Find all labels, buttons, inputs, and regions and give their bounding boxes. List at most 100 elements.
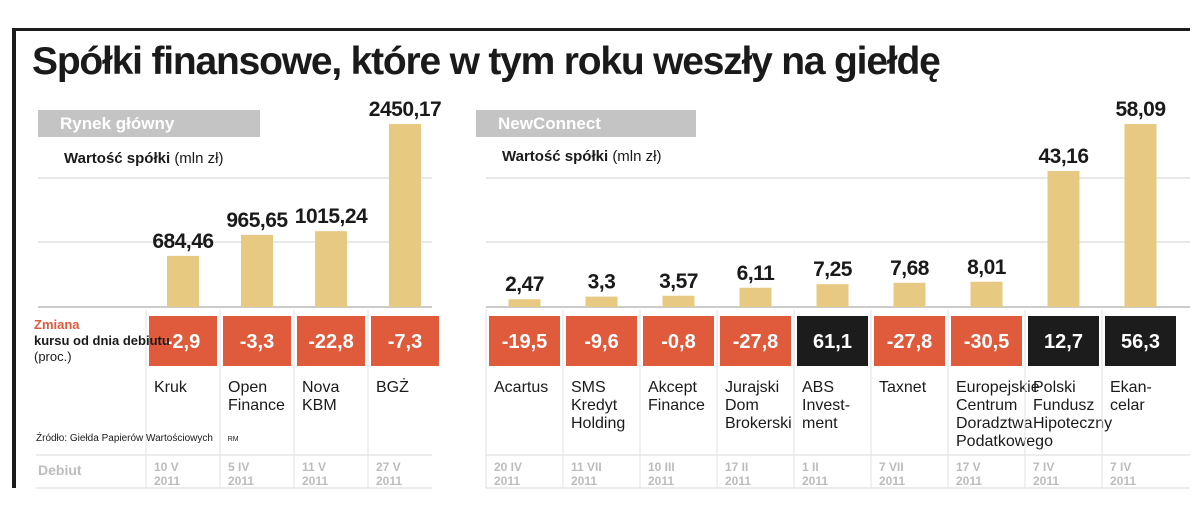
change-label-newconnect-8: 56,3 [1121, 331, 1160, 353]
value-axis-label-main: Wartość spółki (mln zł) [64, 150, 223, 167]
change-box-newconnect-6 [951, 316, 1022, 366]
change-box-newconnect-8 [1105, 316, 1176, 366]
frame-left-rule [12, 28, 16, 488]
value-axis-label-newconnect: Wartość spółki (mln zł) [502, 148, 661, 165]
category-label-newconnect-1-1: Kredyt [571, 397, 618, 414]
category-label-main-2-1: KBM [302, 397, 337, 414]
bar-newconnect-8 [1124, 124, 1157, 307]
change-label-newconnect-2: -0,8 [661, 331, 695, 353]
category-label-newconnect-7-2: Hipoteczny [1033, 415, 1112, 432]
category-label-main-3-0: BGŻ [376, 377, 409, 396]
category-label-main-2-0: Nova [302, 379, 339, 396]
debut-date-newconnect-5: 7 VII [879, 460, 904, 474]
value-label-newconnect-8: 58,09 [1115, 98, 1165, 121]
change-label-newconnect-4: 61,1 [813, 331, 852, 353]
debut-year-newconnect-8: 2011 [1110, 474, 1136, 488]
bar-newconnect-1 [585, 296, 618, 307]
panel-tag-main-market: Rynek główny [38, 110, 260, 137]
debut-date-newconnect-3: 17 II [725, 460, 748, 474]
value-label-newconnect-3: 6,11 [737, 262, 776, 285]
value-label-newconnect-6: 8,01 [967, 256, 1007, 279]
category-label-newconnect-4-2: ment [802, 415, 838, 432]
value-axis-label-main-bold: Wartość spółki [64, 150, 171, 167]
debut-date-newconnect-1: 11 VII [571, 460, 602, 474]
change-label-newconnect-5: -27,8 [887, 331, 933, 353]
change-box-newconnect-3 [720, 316, 791, 366]
debut-date-newconnect-0: 20 IV [494, 460, 522, 474]
change-box-newconnect-5 [874, 316, 945, 366]
debut-date-main-1: 5 IV [228, 460, 249, 474]
category-label-newconnect-2-1: Finance [648, 397, 705, 414]
bar-main-1 [241, 234, 273, 307]
value-label-newconnect-1: 3,3 [588, 271, 616, 294]
debut-year-main-1: 2011 [228, 474, 254, 488]
source-tag: RM [227, 436, 239, 443]
category-label-newconnect-1-0: SMS [571, 379, 606, 396]
debut-year-newconnect-2: 2011 [648, 474, 674, 488]
category-label-newconnect-7-1: Fundusz [1033, 397, 1094, 414]
change-label-newconnect-0: -19,5 [502, 331, 548, 353]
debut-year-newconnect-4: 2011 [802, 474, 828, 488]
debut-date-newconnect-7: 7 IV [1033, 460, 1054, 474]
value-label-newconnect-7: 43,16 [1038, 145, 1088, 168]
change-legend: Zmiana kursu od dnia debiutu (proc.) [34, 317, 170, 365]
bar-newconnect-5 [893, 282, 926, 307]
change-label-newconnect-3: -27,8 [733, 331, 779, 353]
change-box-main-2 [297, 316, 365, 366]
change-legend-unit: (proc.) [34, 349, 72, 364]
debut-date-main-0: 10 V [154, 460, 179, 474]
debut-date-newconnect-2: 10 III [648, 460, 675, 474]
bar-newconnect-4 [816, 284, 849, 307]
change-label-main-3: -7,3 [388, 331, 422, 353]
bar-main-0 [167, 255, 199, 307]
change-box-newconnect-1 [566, 316, 637, 366]
debut-year-newconnect-0: 2011 [494, 474, 520, 488]
source-note: Źródło: Giełda Papierów Wartościowych RM [36, 433, 239, 444]
category-label-main-1-1: Finance [228, 397, 285, 414]
category-label-newconnect-6-3: Podatkowego [956, 433, 1053, 450]
change-box-main-0 [149, 316, 217, 366]
value-axis-label-newconnect-unit: (mln zł) [612, 148, 662, 165]
chart-title: Spółki finansowe, które w tym roku weszł… [32, 40, 941, 83]
change-label-newconnect-7: 12,7 [1044, 331, 1083, 353]
value-label-main-3: 2450,17 [369, 98, 441, 121]
category-label-newconnect-0-0: Acartus [494, 379, 548, 396]
category-label-newconnect-4-1: Invest- [802, 397, 850, 414]
value-label-newconnect-4: 7,25 [813, 258, 853, 281]
value-label-main-0: 684,46 [152, 230, 213, 253]
change-box-newconnect-0 [489, 316, 560, 366]
value-label-newconnect-5: 7,68 [890, 257, 930, 280]
category-label-newconnect-7-0: Polski [1033, 379, 1076, 396]
debut-date-newconnect-4: 1 II [802, 460, 819, 474]
bar-newconnect-7 [1047, 171, 1080, 307]
category-label-newconnect-5-0: Taxnet [879, 379, 927, 396]
debut-year-main-0: 2011 [154, 474, 180, 488]
change-label-main-2: -22,8 [308, 331, 354, 353]
bar-newconnect-3 [739, 287, 772, 307]
source-text: Źródło: Giełda Papierów Wartościowych [36, 433, 213, 444]
change-box-main-3 [371, 316, 439, 366]
value-label-main-2: 1015,24 [295, 205, 368, 228]
frame-top-rule [12, 28, 1190, 31]
debut-year-newconnect-6: 2011 [956, 474, 982, 488]
change-legend-text: kursu od dnia debiutu [34, 333, 170, 348]
change-legend-highlight: Zmiana [34, 317, 80, 332]
category-label-newconnect-6-0: Europejskie [956, 379, 1040, 396]
bar-main-2 [315, 231, 347, 307]
category-label-newconnect-6-1: Centrum [956, 397, 1017, 414]
category-label-newconnect-8-1: celar [1110, 397, 1145, 414]
bar-newconnect-0 [508, 299, 541, 307]
debut-year-main-2: 2011 [302, 474, 328, 488]
category-label-newconnect-4-0: ABS [802, 379, 834, 396]
change-box-newconnect-4 [797, 316, 868, 366]
change-box-main-1 [223, 316, 291, 366]
category-label-newconnect-3-2: Brokerski [725, 415, 792, 432]
debut-date-main-3: 27 V [376, 460, 401, 474]
change-box-newconnect-2 [643, 316, 714, 366]
debut-year-newconnect-1: 2011 [571, 474, 597, 488]
category-label-newconnect-6-2: Doradztwa [956, 415, 1033, 432]
change-label-main-0: -2,9 [166, 331, 200, 353]
debut-year-newconnect-3: 2011 [725, 474, 751, 488]
debut-date-newconnect-6: 17 V [956, 460, 981, 474]
